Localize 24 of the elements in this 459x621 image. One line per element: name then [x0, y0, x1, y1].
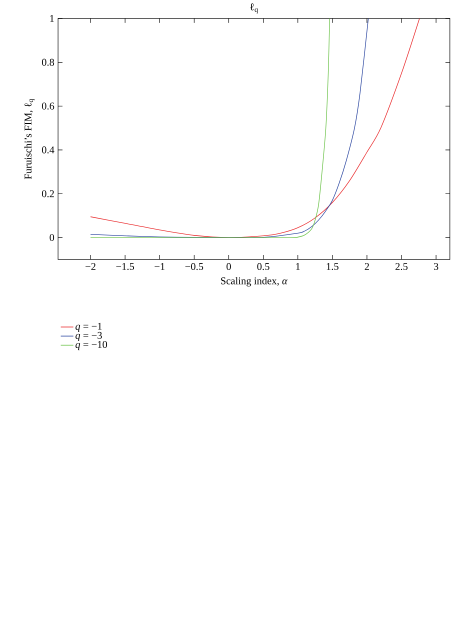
chart-title: ℓ$_{q}$: [250, 3, 258, 14]
x-tick-label: −1.5: [116, 263, 134, 270]
y-tick-label: 0.2: [42, 190, 54, 198]
y-axis-title: Furuischi’s FIM, ℓ$_{q}$: [24, 99, 35, 180]
x-tick-label: −2: [86, 263, 96, 270]
y-tick-label: 1: [50, 15, 54, 22]
y-tick-label: 0.6: [42, 102, 54, 110]
x-tick-label: 1.5: [326, 263, 338, 270]
x-tick-label: 3: [434, 263, 438, 270]
x-tick-label: 0.5: [257, 263, 270, 270]
line-series: [90, 18, 420, 238]
x-axis-title: Scaling index, α: [221, 277, 288, 286]
x-tick-label: −0.5: [185, 263, 204, 270]
legend-label: q = −1: [75, 322, 102, 332]
x-tick-label: 1: [296, 263, 300, 270]
x-tick-label: 2.5: [395, 263, 408, 270]
y-tick-label: 0.8: [42, 58, 54, 66]
legend-label: q = −3: [75, 332, 102, 341]
x-tick-label: −1: [154, 263, 164, 270]
legend-label: q = −10: [75, 341, 107, 350]
x-tick-label: 2: [364, 263, 369, 270]
y-tick-label: 0.4: [42, 146, 54, 154]
x-tick-label: 0: [226, 263, 231, 270]
y-tick-label: 0: [50, 234, 54, 242]
